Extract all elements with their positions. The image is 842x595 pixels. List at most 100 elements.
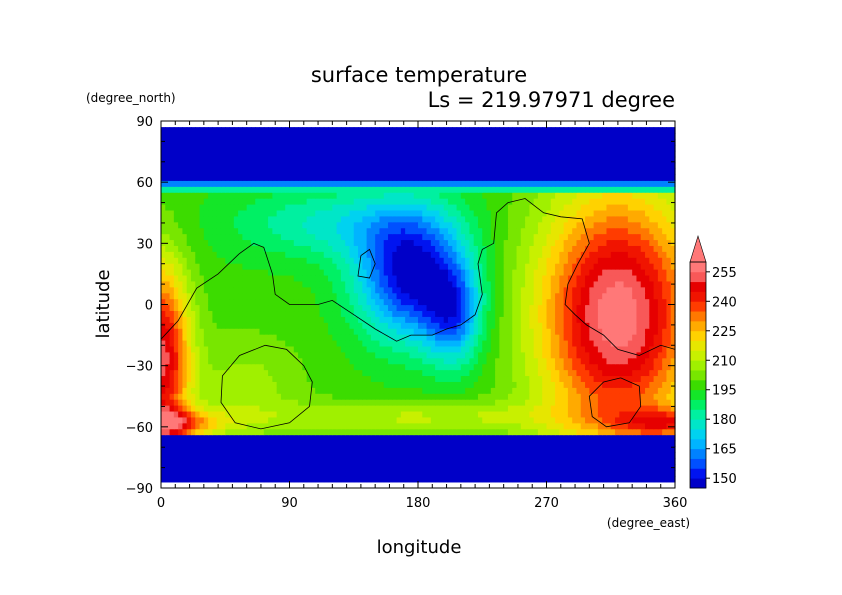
field-cell <box>589 263 595 270</box>
field-cell <box>469 304 475 312</box>
field-cell <box>396 375 402 382</box>
field-cell <box>499 274 505 282</box>
field-cell <box>623 334 629 341</box>
field-cell <box>499 304 505 312</box>
field-cell <box>670 239 676 246</box>
field-cell <box>602 410 608 418</box>
field-cell <box>486 239 492 246</box>
field-cell <box>276 345 282 353</box>
field-cell <box>220 375 226 382</box>
field-cell <box>272 304 278 312</box>
field-cell <box>310 316 316 323</box>
field-cell <box>435 470 441 477</box>
field-cell <box>465 475 470 483</box>
field-cell <box>161 422 166 430</box>
field-cell <box>340 428 346 436</box>
field-cell <box>439 357 445 365</box>
field-cell <box>636 304 642 312</box>
field-cell <box>653 410 659 418</box>
field-cell <box>225 251 231 258</box>
field-cell <box>229 381 235 388</box>
field-cell <box>268 245 273 252</box>
field-cell <box>623 245 629 252</box>
field-cell <box>345 464 351 471</box>
field-cell <box>233 339 239 347</box>
field-cell <box>161 428 166 436</box>
field-cell <box>255 458 261 465</box>
field-cell <box>550 292 556 300</box>
field-cell <box>225 363 231 371</box>
field-cell <box>529 245 535 252</box>
field-cell <box>340 452 346 459</box>
field-cell <box>216 304 222 312</box>
field-cell <box>516 428 522 436</box>
field-cell <box>439 345 445 353</box>
field-cell <box>392 393 398 400</box>
field-cell <box>546 269 552 276</box>
field-cell <box>370 274 376 282</box>
field-cell <box>460 405 466 412</box>
field-cell <box>220 428 226 436</box>
field-cell <box>332 292 338 300</box>
field-cell <box>657 245 663 252</box>
field-cell <box>229 375 235 382</box>
field-cell <box>225 304 231 312</box>
field-cell <box>486 328 492 335</box>
field-cell <box>225 399 231 406</box>
field-cell <box>220 434 226 442</box>
field-cell <box>418 399 423 406</box>
field-cell <box>460 422 466 430</box>
field-cell <box>173 269 179 276</box>
field-cell <box>657 458 663 465</box>
field-cell <box>653 251 659 258</box>
field-cell <box>465 257 470 264</box>
field-cell <box>666 470 672 477</box>
field-cell <box>589 257 595 264</box>
field-cell <box>653 316 659 323</box>
field-cell <box>289 422 295 430</box>
field-cell <box>610 452 616 459</box>
field-cell <box>272 375 278 382</box>
field-cell <box>336 375 342 382</box>
field-cell <box>465 452 470 459</box>
field-cell <box>507 298 513 306</box>
field-cell <box>178 310 184 317</box>
field-cell <box>289 387 295 394</box>
field-cell <box>173 446 179 453</box>
field-cell <box>542 369 548 377</box>
field-cell <box>636 422 642 430</box>
field-cell <box>233 458 239 465</box>
field-cell <box>233 257 239 264</box>
field-cell <box>358 363 363 371</box>
field-cell <box>272 475 278 483</box>
field-cell <box>353 345 359 353</box>
field-cell <box>255 274 261 282</box>
field-cell <box>602 280 608 288</box>
field-cell <box>430 292 436 300</box>
field-cell <box>546 405 552 412</box>
field-cell <box>203 298 209 306</box>
field-cell <box>190 263 196 270</box>
field-cell <box>516 452 522 459</box>
field-cell <box>216 339 222 347</box>
field-cell <box>315 458 321 465</box>
field-cell <box>388 375 393 382</box>
field-cell <box>353 298 359 306</box>
field-cell <box>503 422 509 430</box>
field-cell <box>268 464 273 471</box>
field-cell <box>208 446 213 453</box>
field-cell <box>182 446 188 453</box>
field-cell <box>319 452 325 459</box>
field-cell <box>495 280 500 288</box>
field-cell <box>203 393 209 400</box>
field-cell <box>319 369 325 377</box>
field-cell <box>666 440 672 447</box>
field-cell <box>482 393 488 400</box>
field-cell <box>426 434 432 442</box>
field-cell <box>208 399 213 406</box>
field-cell <box>525 310 530 317</box>
field-cell <box>452 387 458 394</box>
field-cell <box>199 351 205 359</box>
field-cell <box>662 434 668 442</box>
field-cell <box>465 251 470 258</box>
